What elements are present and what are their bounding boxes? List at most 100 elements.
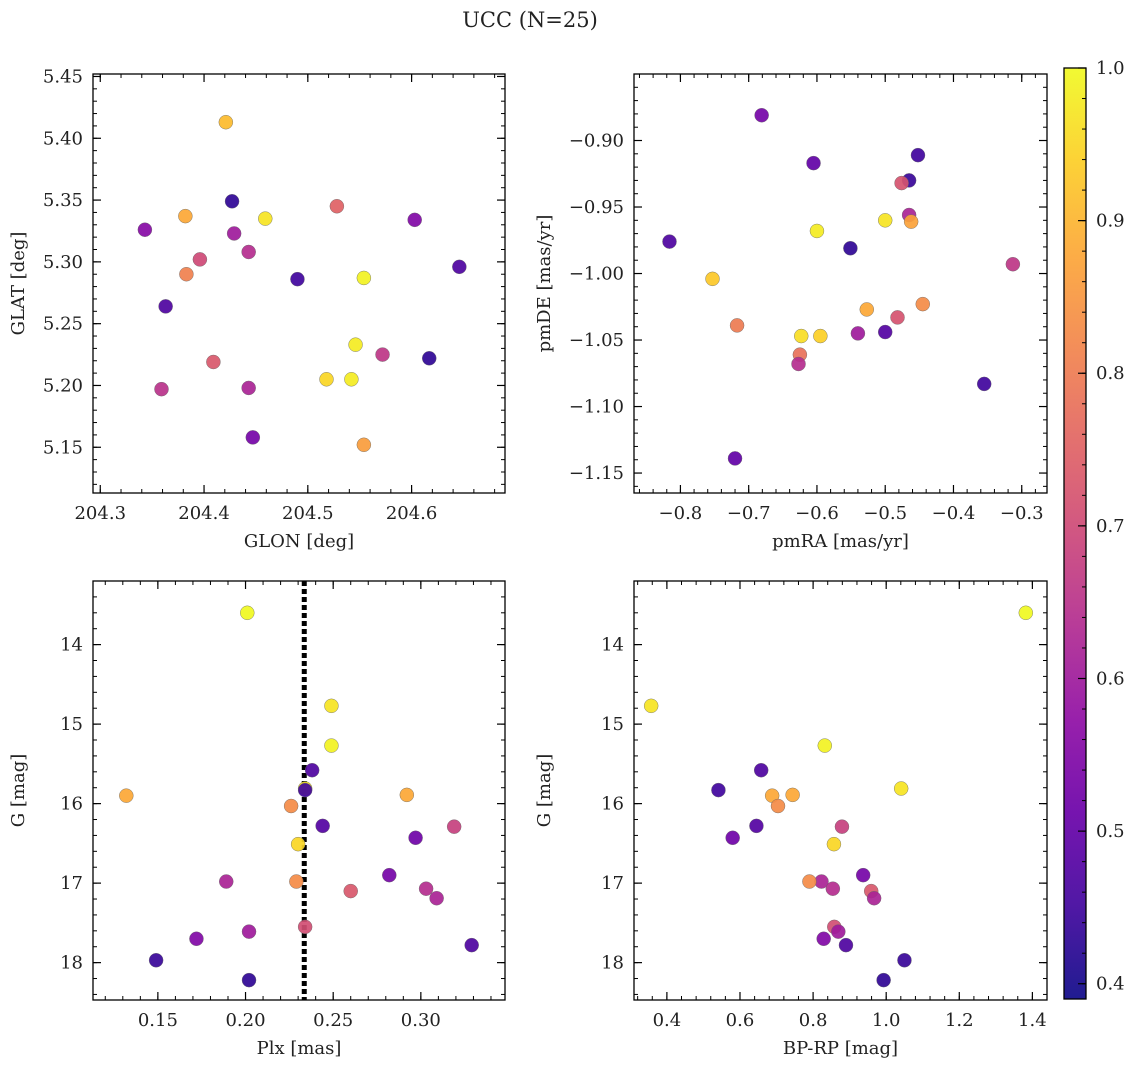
- data-point: [119, 788, 134, 803]
- data-point: [319, 372, 334, 387]
- data-point: [816, 931, 831, 946]
- x-tick-label: −0.4: [932, 503, 976, 524]
- x-tick-label: 204.4: [178, 503, 230, 524]
- data-point: [283, 798, 299, 814]
- data-point: [422, 351, 437, 366]
- data-point: [794, 328, 809, 344]
- data-point: [192, 252, 208, 267]
- data-point: [817, 738, 832, 753]
- data-point: [356, 437, 372, 452]
- data-point: [289, 874, 304, 889]
- data-point: [315, 818, 330, 834]
- data-point: [754, 108, 769, 123]
- data-point: [1018, 605, 1034, 621]
- y-tick-label: 17: [60, 873, 83, 894]
- data-point: [418, 881, 434, 896]
- data-point: [219, 874, 234, 889]
- data-point: [813, 328, 828, 344]
- data-point: [241, 380, 256, 396]
- data-point: [429, 891, 444, 906]
- data-point: [976, 376, 992, 392]
- data-point: [344, 372, 359, 387]
- data-point: [240, 605, 255, 621]
- data-point: [809, 223, 825, 239]
- y-tick-label: 16: [60, 794, 83, 815]
- colorbar-tick-label: 0.6: [1096, 668, 1125, 689]
- panel-plx-g: 0.15 0.20 0.25 0.30 14 15 16 17 18 Plx [mas] G [ma…: [8, 580, 506, 1059]
- data-point: [894, 175, 909, 191]
- y-tick-label: 14: [601, 635, 624, 656]
- x-axis-label: Plx [mas]: [257, 1038, 342, 1059]
- data-point: [859, 302, 874, 317]
- y-tick-label: 18: [601, 953, 624, 974]
- data-point: [791, 356, 806, 372]
- data-point: [662, 234, 677, 249]
- y-tick-label: 5.20: [43, 375, 83, 396]
- data-point: [727, 451, 743, 466]
- y-tick-label: −1.05: [569, 330, 624, 351]
- x-tick-label: −0.6: [795, 503, 839, 524]
- y-axis-label: pmDE [mas/yr]: [534, 215, 555, 353]
- data-point: [711, 782, 726, 798]
- data-point: [850, 326, 866, 341]
- data-point: [348, 337, 363, 352]
- data-point: [705, 271, 720, 287]
- data-point: [218, 115, 234, 130]
- data-point: [826, 836, 842, 852]
- colorbar-frame: [1063, 67, 1087, 1000]
- data-point: [297, 919, 313, 935]
- colorbar-tick-label: 0.7: [1096, 516, 1125, 537]
- data-point: [729, 318, 745, 333]
- axes-frame: [92, 73, 506, 494]
- data-point: [770, 798, 786, 814]
- x-axis-label: BP-RP [mag]: [783, 1038, 898, 1059]
- data-point: [375, 347, 390, 362]
- x-tick-label: 204.6: [386, 503, 438, 524]
- data-point: [241, 972, 257, 988]
- colorbar-gradient: [1064, 68, 1086, 999]
- data-point: [725, 830, 740, 846]
- data-point: [825, 881, 841, 896]
- data-point: [178, 208, 193, 224]
- data-point: [855, 867, 871, 883]
- y-tick-label: 5.45: [43, 66, 83, 87]
- colorbar-tick-label: 0.8: [1096, 363, 1125, 384]
- x-tick-label: 0.30: [401, 1010, 441, 1031]
- scatter-panels: 204.3 204.4 204.5 204.6 5.15 5.20 5.25 5.30 5.35…: [8, 66, 1048, 1059]
- data-point: [464, 937, 479, 953]
- x-tick-label: 204.5: [282, 503, 334, 524]
- data-point: [304, 763, 320, 778]
- data-point: [290, 836, 306, 852]
- data-point: [154, 381, 169, 397]
- y-axis-label: GLAT [deg]: [8, 232, 29, 336]
- data-point: [915, 296, 930, 312]
- data-point: [356, 270, 372, 286]
- data-point: [245, 430, 261, 445]
- x-tick-label: 0.8: [799, 1010, 828, 1031]
- panel-pmra-pmde: −0.8 −0.7 −0.6 −0.5 −0.4 −0.3 −1.15 −1.10 −1.05 −…: [534, 73, 1048, 552]
- data-point: [137, 222, 153, 237]
- x-tick-label: −0.7: [727, 503, 771, 524]
- data-point: [903, 214, 919, 229]
- data-point: [290, 271, 305, 287]
- y-tick-label: −0.95: [569, 197, 624, 218]
- colorbar: 0.4 0.5 0.6 0.7 0.8 0.9 1.0: [1063, 58, 1125, 1000]
- colorbar-tick-label: 0.5: [1096, 821, 1125, 842]
- colorbar-tick-label: 0.9: [1096, 211, 1125, 232]
- x-tick-label: 1.0: [872, 1010, 901, 1031]
- y-tick-label: 5.35: [43, 190, 83, 211]
- data-point: [890, 310, 905, 325]
- colorbar-tick-label: 0.4: [1096, 974, 1125, 995]
- data-point: [343, 883, 358, 899]
- data-point: [749, 818, 764, 834]
- x-tick-label: 0.15: [138, 1010, 178, 1031]
- axes-frame: [92, 580, 506, 1001]
- data-point: [224, 194, 240, 209]
- x-tick-label: 0.25: [313, 1010, 353, 1031]
- x-tick-label: 1.2: [945, 1010, 974, 1031]
- x-axis-label: pmRA [mas/yr]: [772, 531, 909, 552]
- y-tick-label: 16: [601, 794, 624, 815]
- axes-frame: [633, 73, 1048, 494]
- y-tick-label: 15: [60, 714, 83, 735]
